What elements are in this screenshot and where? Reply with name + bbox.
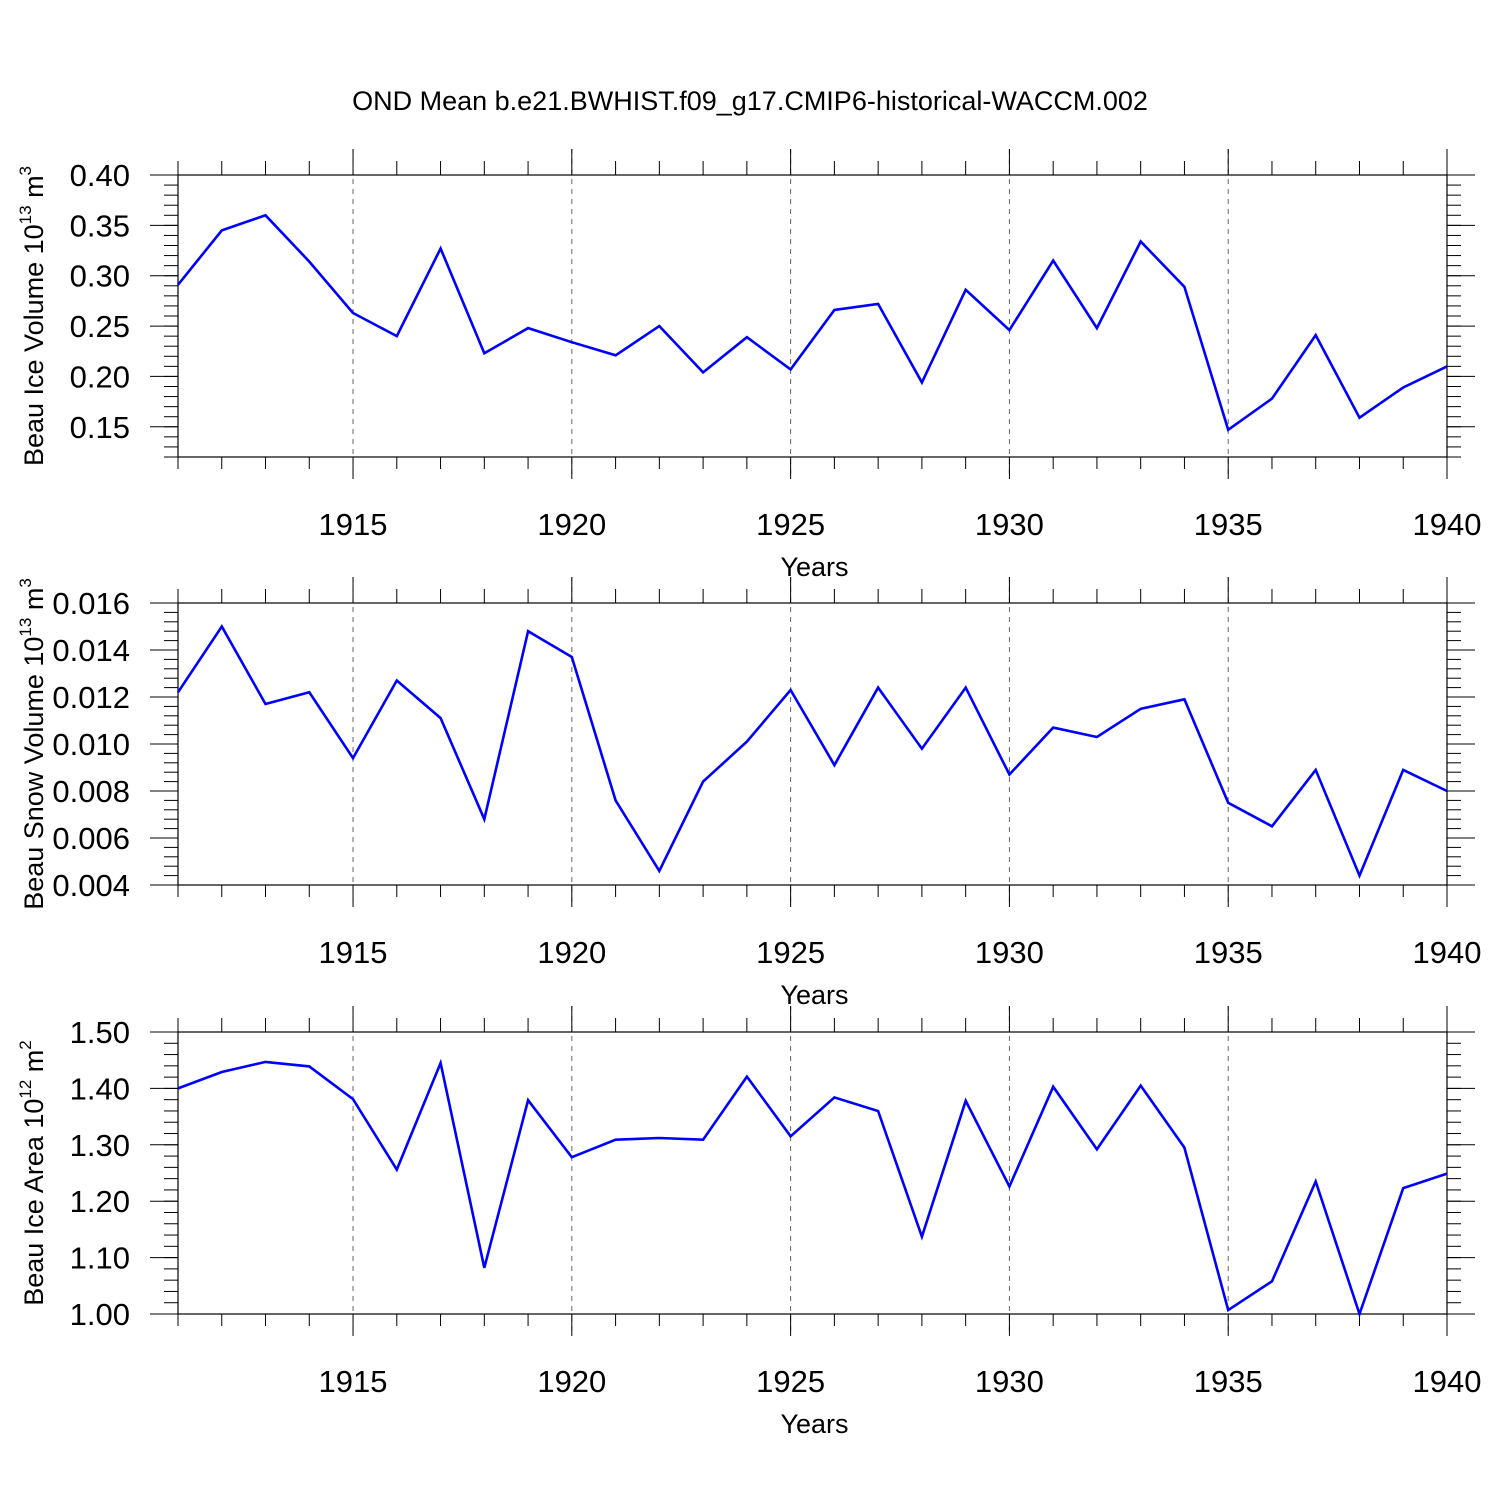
panel-2: 0.004 0.006 0.008 0.010 0.012 0.014 0.016 1915 1…	[16, 577, 1481, 1010]
x-tick-label: 1925	[756, 935, 825, 970]
panel-1: 0.15 0.20 0.25 0.30 0.35 0.40 1915 1920 1925 1930…	[16, 149, 1481, 582]
x-tick-label: 1915	[319, 1364, 388, 1399]
x-tick-label: 1935	[1194, 935, 1263, 970]
x-tick-label: 1925	[756, 1364, 825, 1399]
plot-frame	[177, 174, 1448, 458]
x-tick-label: 1920	[537, 1364, 606, 1399]
y-tick-label: 0.014	[52, 633, 130, 668]
x-tick-label: 1940	[1413, 935, 1482, 970]
y-tick-label: 1.10	[70, 1241, 130, 1276]
y-tick-label: 0.40	[70, 158, 130, 193]
y-tick-label: 0.35	[70, 208, 130, 243]
y-tick-label: 0.20	[70, 359, 130, 394]
series-line	[176, 213, 1448, 432]
x-axis-label: Years	[780, 980, 848, 1010]
x-tick-label: 1915	[319, 507, 388, 542]
plot-frame	[177, 1031, 1448, 1315]
y-tick-label: 1.00	[70, 1297, 130, 1332]
series-line	[177, 1058, 1448, 1319]
x-tick-label: 1920	[537, 507, 606, 542]
panel-3: 1.00 1.10 1.20 1.30 1.40 1.50 1915 1920 1925 1930…	[16, 1006, 1481, 1439]
y-tick-label: 0.30	[70, 259, 130, 294]
x-tick-label: 1930	[975, 1364, 1044, 1399]
y-tick-label: 0.012	[52, 680, 130, 715]
panels: 0.15 0.20 0.25 0.30 0.35 0.40 1915 1920 1925 1930…	[16, 149, 1481, 1439]
x-tick-label: 1930	[975, 935, 1044, 970]
y-tick-label: 0.016	[52, 586, 130, 621]
y-tick-label: 0.004	[52, 868, 130, 903]
y-axis-label: Beau Ice Volume 1013 m3	[16, 166, 49, 466]
x-axis-label: Years	[780, 1409, 848, 1439]
x-tick-label: 1940	[1413, 1364, 1482, 1399]
plot-frame	[177, 602, 1448, 886]
x-axis-label: Years	[780, 552, 848, 582]
x-tick-label: 1935	[1194, 507, 1263, 542]
x-tick-label: 1920	[537, 935, 606, 970]
y-tick-label: 1.50	[70, 1015, 130, 1050]
chart-title: OND Mean b.e21.BWHIST.f09_g17.CMIP6-hist…	[352, 86, 1148, 116]
y-tick-label: 1.30	[70, 1128, 130, 1163]
y-axis-label: Beau Snow Volume 1013 m3	[16, 578, 49, 910]
series-line	[176, 624, 1448, 879]
x-tick-label: 1925	[756, 507, 825, 542]
y-tick-label: 0.25	[70, 309, 130, 344]
y-tick-label: 1.40	[70, 1071, 130, 1106]
y-tick-label: 0.008	[52, 774, 130, 809]
y-tick-label: 0.15	[70, 410, 130, 445]
y-tick-label: 1.20	[70, 1184, 130, 1219]
x-tick-label: 1935	[1194, 1364, 1263, 1399]
y-tick-label: 0.006	[52, 821, 130, 856]
x-tick-label: 1940	[1413, 507, 1482, 542]
y-axis-label: Beau Ice Area 1012 m2	[16, 1040, 49, 1306]
y-tick-label: 0.010	[52, 727, 130, 762]
x-tick-label: 1930	[975, 507, 1044, 542]
x-tick-label: 1915	[319, 935, 388, 970]
